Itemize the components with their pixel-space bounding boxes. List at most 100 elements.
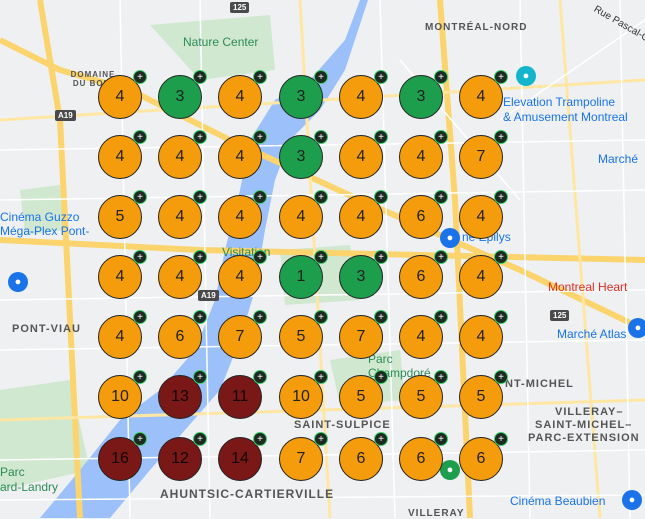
cluster-marker[interactable]: 4 + [279, 190, 328, 239]
plus-icon[interactable]: + [374, 70, 388, 84]
cluster-marker[interactable]: 4 + [158, 130, 207, 179]
plus-icon[interactable]: + [434, 190, 448, 204]
cluster-marker[interactable]: 1 + [279, 250, 328, 299]
plus-icon[interactable]: + [314, 370, 328, 384]
plus-icon[interactable]: + [314, 130, 328, 144]
cluster-marker[interactable]: 7 + [218, 310, 267, 359]
cluster-marker[interactable]: 6 + [399, 190, 448, 239]
cluster-marker[interactable]: 4 + [339, 70, 388, 119]
cluster-marker[interactable]: 4 + [399, 310, 448, 359]
plus-icon[interactable]: + [314, 190, 328, 204]
cluster-marker[interactable]: 16 + [98, 432, 147, 481]
place-marker-icon[interactable]: ● [628, 318, 645, 338]
cluster-marker[interactable]: 4 + [459, 250, 508, 299]
plus-icon[interactable]: + [133, 250, 147, 264]
cluster-marker[interactable]: 6 + [158, 310, 207, 359]
cluster-marker[interactable]: 5 + [279, 310, 328, 359]
plus-icon[interactable]: + [374, 130, 388, 144]
plus-icon[interactable]: + [434, 250, 448, 264]
plus-icon[interactable]: + [494, 432, 508, 446]
cluster-marker[interactable]: 3 + [399, 70, 448, 119]
cluster-marker[interactable]: 4 + [98, 310, 147, 359]
plus-icon[interactable]: + [494, 370, 508, 384]
plus-icon[interactable]: + [494, 70, 508, 84]
plus-icon[interactable]: + [314, 250, 328, 264]
cluster-marker[interactable]: 4 + [218, 190, 267, 239]
cluster-marker[interactable]: 4 + [98, 70, 147, 119]
cluster-marker[interactable]: 4 + [218, 250, 267, 299]
cluster-marker[interactable]: 6 + [339, 432, 388, 481]
cluster-marker[interactable]: 7 + [459, 130, 508, 179]
place-marker-icon[interactable]: ● [516, 66, 536, 86]
plus-icon[interactable]: + [133, 130, 147, 144]
plus-icon[interactable]: + [133, 310, 147, 324]
place-marker-icon[interactable]: ● [622, 490, 642, 510]
cluster-marker[interactable]: 4 + [399, 130, 448, 179]
cluster-marker[interactable]: 14 + [218, 432, 267, 481]
cluster-marker[interactable]: 10 + [98, 370, 147, 419]
plus-icon[interactable]: + [193, 130, 207, 144]
cluster-marker[interactable]: 4 + [98, 250, 147, 299]
cluster-marker[interactable]: 4 + [459, 190, 508, 239]
place-marker-icon[interactable]: ● [440, 228, 460, 248]
plus-icon[interactable]: + [193, 70, 207, 84]
cluster-marker[interactable]: 5 + [339, 370, 388, 419]
cluster-marker[interactable]: 6 + [399, 250, 448, 299]
cluster-marker[interactable]: 11 + [218, 370, 267, 419]
plus-icon[interactable]: + [133, 190, 147, 204]
plus-icon[interactable]: + [374, 190, 388, 204]
cluster-marker[interactable]: 10 + [279, 370, 328, 419]
plus-icon[interactable]: + [253, 310, 267, 324]
cluster-marker[interactable]: 13 + [158, 370, 207, 419]
cluster-marker[interactable]: 4 + [459, 70, 508, 119]
cluster-marker[interactable]: 4 + [459, 310, 508, 359]
plus-icon[interactable]: + [494, 250, 508, 264]
plus-icon[interactable]: + [253, 190, 267, 204]
plus-icon[interactable]: + [193, 310, 207, 324]
plus-icon[interactable]: + [193, 250, 207, 264]
cluster-marker[interactable]: 4 + [339, 190, 388, 239]
plus-icon[interactable]: + [193, 432, 207, 446]
cluster-marker[interactable]: 6 + [459, 432, 508, 481]
plus-icon[interactable]: + [133, 432, 147, 446]
cluster-marker[interactable]: 3 + [158, 70, 207, 119]
plus-icon[interactable]: + [314, 432, 328, 446]
plus-icon[interactable]: + [193, 370, 207, 384]
cluster-marker[interactable]: 5 + [98, 190, 147, 239]
plus-icon[interactable]: + [494, 310, 508, 324]
cluster-marker[interactable]: 4 + [158, 190, 207, 239]
plus-icon[interactable]: + [253, 432, 267, 446]
plus-icon[interactable]: + [253, 130, 267, 144]
cluster-marker[interactable]: 4 + [98, 130, 147, 179]
plus-icon[interactable]: + [374, 250, 388, 264]
plus-icon[interactable]: + [434, 432, 448, 446]
plus-icon[interactable]: + [374, 432, 388, 446]
place-marker-icon[interactable]: ● [440, 460, 460, 480]
plus-icon[interactable]: + [193, 190, 207, 204]
plus-icon[interactable]: + [133, 70, 147, 84]
plus-icon[interactable]: + [434, 130, 448, 144]
cluster-marker[interactable]: 3 + [279, 130, 328, 179]
cluster-marker[interactable]: 4 + [218, 70, 267, 119]
plus-icon[interactable]: + [374, 370, 388, 384]
cluster-marker[interactable]: 6 + [399, 432, 448, 481]
cluster-marker[interactable]: 3 + [339, 250, 388, 299]
cluster-marker[interactable]: 7 + [279, 432, 328, 481]
cluster-marker[interactable]: 4 + [339, 130, 388, 179]
plus-icon[interactable]: + [314, 70, 328, 84]
cluster-marker[interactable]: 5 + [399, 370, 448, 419]
cluster-marker[interactable]: 12 + [158, 432, 207, 481]
plus-icon[interactable]: + [253, 70, 267, 84]
plus-icon[interactable]: + [494, 190, 508, 204]
plus-icon[interactable]: + [434, 310, 448, 324]
plus-icon[interactable]: + [314, 310, 328, 324]
plus-icon[interactable]: + [133, 370, 147, 384]
plus-icon[interactable]: + [253, 250, 267, 264]
cluster-marker[interactable]: 5 + [459, 370, 508, 419]
plus-icon[interactable]: + [494, 130, 508, 144]
place-marker-icon[interactable]: ● [8, 272, 28, 292]
plus-icon[interactable]: + [434, 70, 448, 84]
cluster-marker[interactable]: 3 + [279, 70, 328, 119]
plus-icon[interactable]: + [374, 310, 388, 324]
